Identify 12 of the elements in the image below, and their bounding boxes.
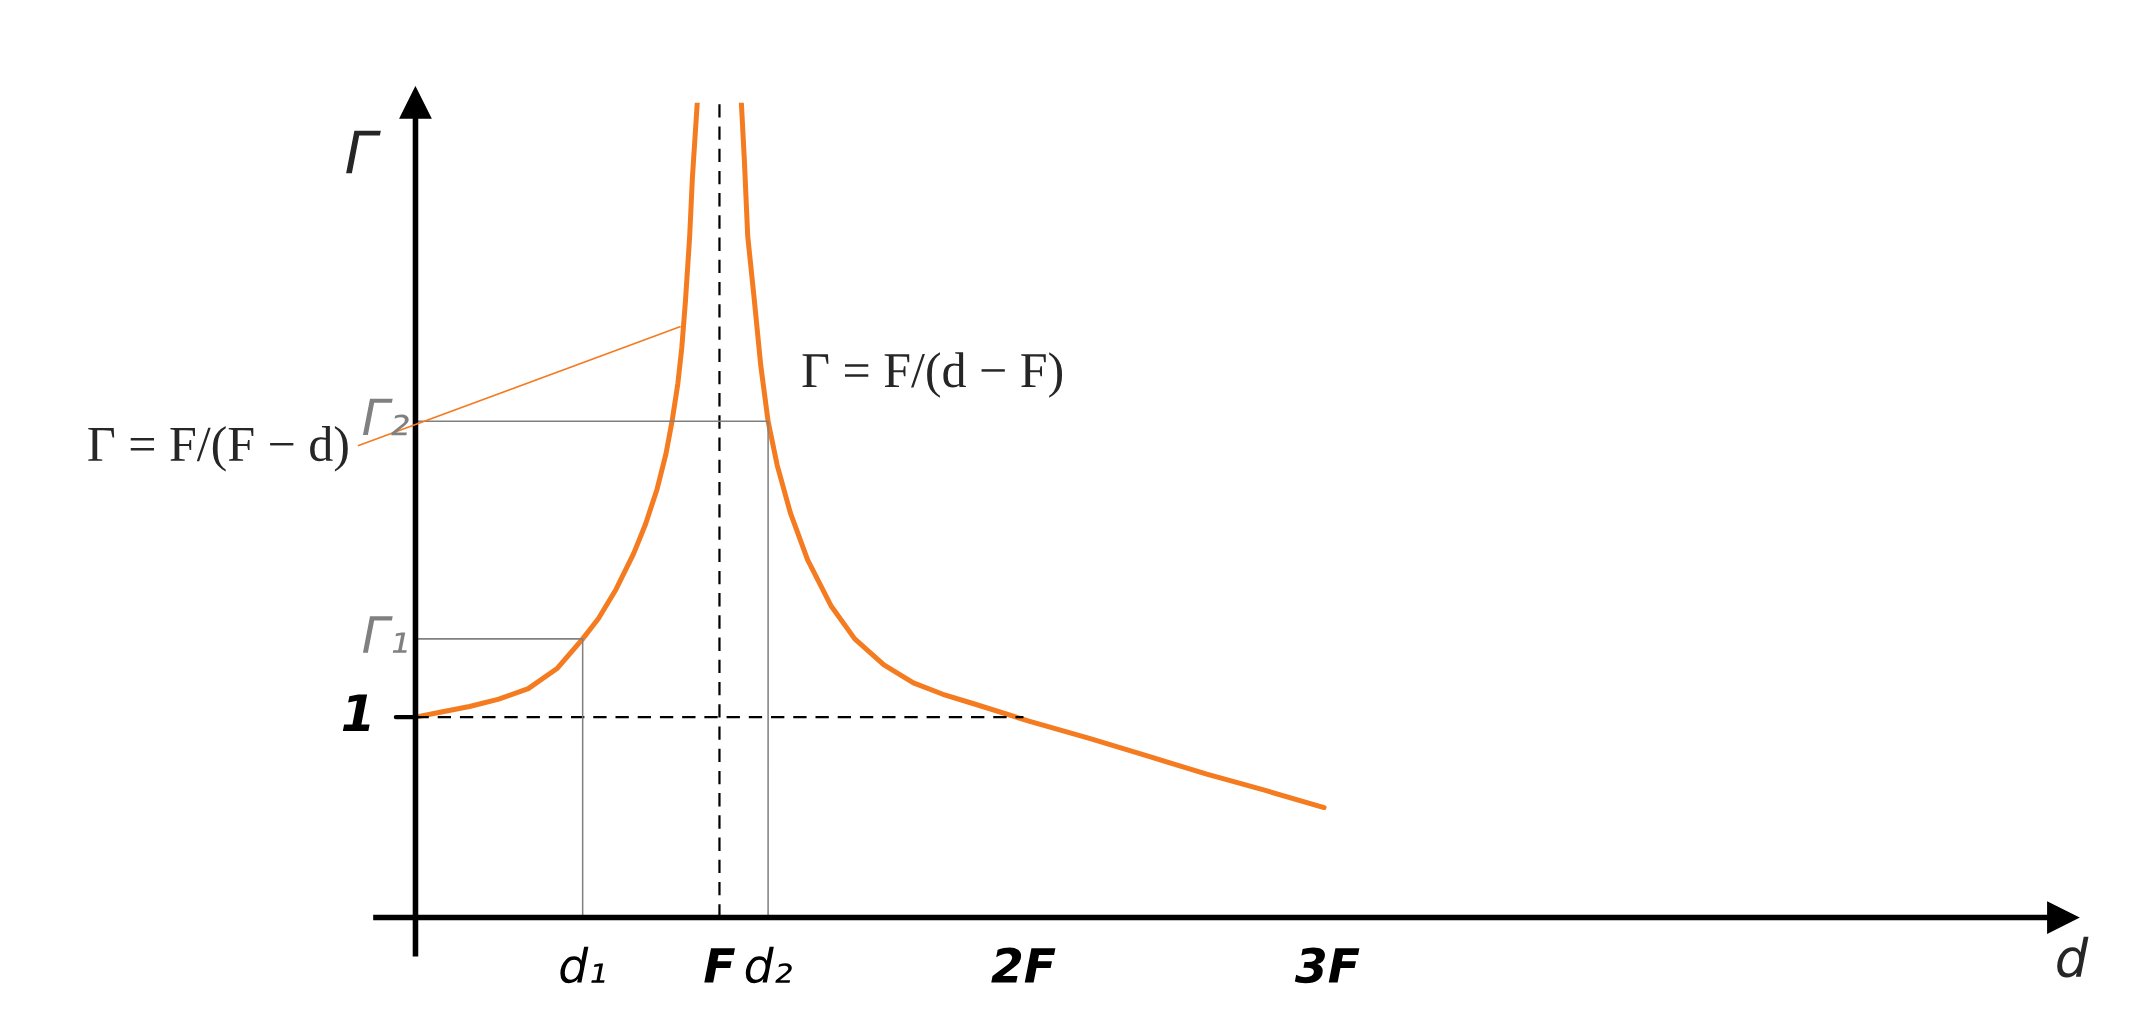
x-axis-title: d <box>2057 936 2089 978</box>
x-tick-label: d₁ <box>560 946 605 984</box>
x-tick-label: d₂ <box>745 946 792 984</box>
annotation: Γ = F/(F − d) <box>88 426 348 472</box>
x-tick-label: 3F <box>1294 947 1360 984</box>
y-axis-title: Γ <box>346 130 381 174</box>
x-tick-label: F <box>704 948 735 983</box>
annotation: Γ = F/(d − F) <box>802 352 1063 398</box>
x-tick-label: 2F <box>991 947 1056 983</box>
annotation: Γ₂ <box>362 398 409 436</box>
text: 1 <box>342 694 370 731</box>
annotation: Γ₁ <box>362 616 407 653</box>
